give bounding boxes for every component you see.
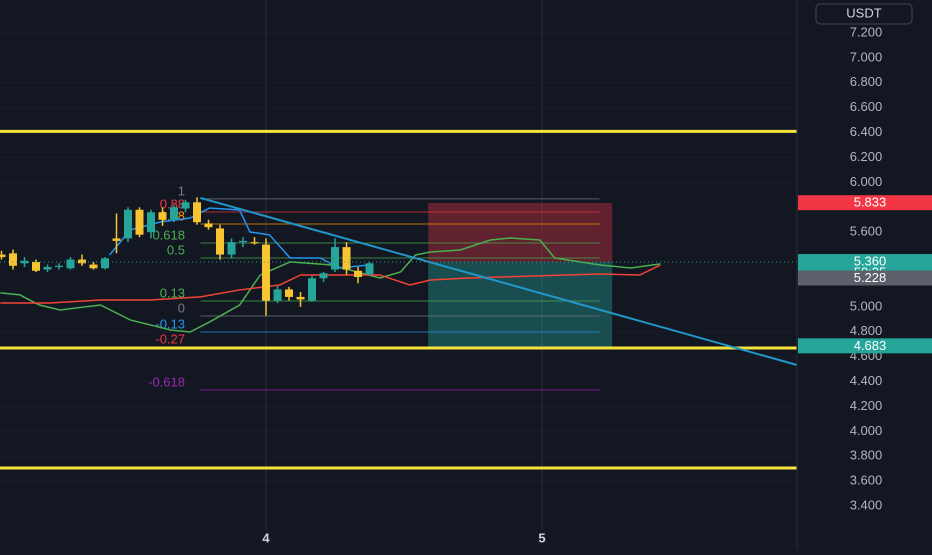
price-tag <box>798 270 932 286</box>
candle-body <box>89 264 98 269</box>
candle-body <box>112 238 121 241</box>
candle-body <box>285 289 294 297</box>
candle-body <box>8 253 17 266</box>
x-tick-label: 5 <box>538 530 545 545</box>
fib-label: 1 <box>178 183 185 198</box>
candle-body <box>354 270 363 277</box>
fib-label: -0.618 <box>148 374 185 389</box>
candle-body <box>227 242 236 255</box>
fib-label: 0 <box>178 300 185 315</box>
stop-zone <box>428 202 613 262</box>
y-tick-label: 6.400 <box>850 124 883 139</box>
x-tick-label: 4 <box>262 530 270 545</box>
fib-label: 0.5 <box>167 242 185 257</box>
price-tag-label: 5.228 <box>854 270 887 285</box>
price-tag-label: 5.360 <box>854 253 887 268</box>
y-tick-label: 3.600 <box>850 473 883 488</box>
price-tag-label: 5.833 <box>854 195 887 210</box>
y-tick-label: 4.400 <box>850 373 883 388</box>
candle-body <box>262 244 271 301</box>
candle-body <box>319 273 328 279</box>
indicator-line <box>0 237 661 333</box>
candle-body <box>54 265 63 268</box>
y-tick-label: 5.000 <box>850 298 883 313</box>
candle-body <box>170 207 179 220</box>
candle-body <box>204 223 213 228</box>
candle-body <box>124 209 133 239</box>
y-tick-label: 3.400 <box>850 497 883 512</box>
indicator-line <box>0 264 661 304</box>
candle-body <box>101 258 110 269</box>
candle-body <box>193 202 202 223</box>
candle-body <box>181 202 190 209</box>
y-tick-label: 4.800 <box>850 323 883 338</box>
y-tick-label: 6.800 <box>850 74 883 89</box>
trendline <box>200 196 798 366</box>
candle-body <box>216 228 225 255</box>
candle-body <box>365 263 374 275</box>
candle-body <box>296 296 305 300</box>
candle-body <box>239 240 248 243</box>
candle-body <box>135 209 144 235</box>
price-tag <box>798 338 932 354</box>
candle-body <box>250 242 259 244</box>
y-tick-label: 6.200 <box>850 149 883 164</box>
y-tick-label: 4.000 <box>850 423 883 438</box>
y-tick-label: 7.200 <box>850 24 883 39</box>
fib-label: 0.88 <box>160 196 185 211</box>
candle-body <box>158 212 167 220</box>
y-tick-label: 6.600 <box>850 99 883 114</box>
currency[interactable]: USDT <box>846 5 881 20</box>
candle-body <box>0 254 6 258</box>
fib-label: -0.27 <box>155 331 185 346</box>
y-tick-label: 4.200 <box>850 398 883 413</box>
candle-body <box>331 247 340 270</box>
indicator-line <box>109 207 370 269</box>
candle-body <box>31 262 40 271</box>
candle-body <box>66 259 75 269</box>
fib-label: 0.13 <box>160 285 185 300</box>
fib-label: 0.618 <box>152 227 185 242</box>
candle-body <box>78 259 87 264</box>
candle-body <box>308 278 317 301</box>
candle-body <box>273 289 282 301</box>
currency-box[interactable] <box>815 3 913 25</box>
y-tick-label: 7.000 <box>850 49 883 64</box>
y-tick-label: 6.000 <box>850 174 883 189</box>
y-tick-label: 3.800 <box>850 448 883 463</box>
y-tick-label: 5.600 <box>850 224 883 239</box>
candle-body <box>43 267 52 270</box>
candle-body <box>147 212 156 233</box>
price-tag-label: 4.683 <box>854 338 887 353</box>
candle-body <box>342 247 351 270</box>
price-tag <box>798 195 932 211</box>
